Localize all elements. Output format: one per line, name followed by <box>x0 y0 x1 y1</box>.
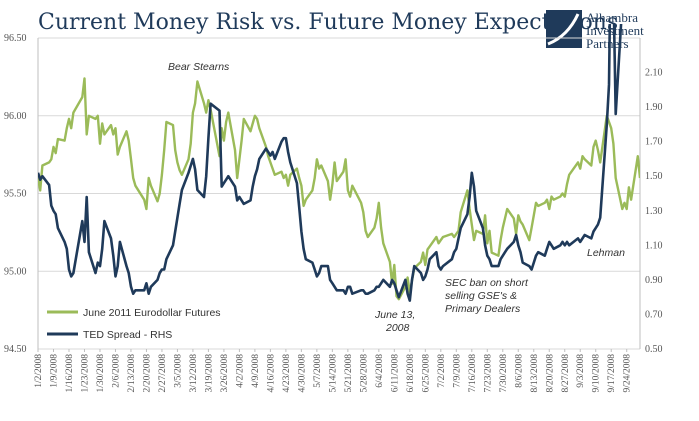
y-left-tick-label: 96.00 <box>4 111 27 122</box>
legend: June 2011 Eurodollar Futures TED Spread … <box>47 307 221 341</box>
y-right-tick-label: 1.90 <box>645 102 663 113</box>
x-tick-label: 3/12/2008 <box>189 354 199 393</box>
x-tick-label: 1/16/2008 <box>65 354 75 393</box>
y-left-tick-label: 94.50 <box>4 344 27 355</box>
x-tick-label: 9/24/2008 <box>623 354 633 393</box>
chart-title: Current Money Risk vs. Future Money Expe… <box>38 10 618 35</box>
y-right-tick-label: 2.10 <box>645 68 663 79</box>
x-tick-label: 9/3/2008 <box>576 354 586 388</box>
x-tick-label: 8/27/2008 <box>561 354 571 393</box>
x-tick-label: 5/28/2008 <box>359 354 369 393</box>
annotation-sec-ban-line-3: Primary Dealers <box>445 303 521 315</box>
x-tick-label: 8/13/2008 <box>530 354 540 393</box>
annotation-june-13-line-1: June 13, <box>374 309 415 321</box>
x-tick-label: 1/30/2008 <box>96 354 106 393</box>
x-tick-label: 6/4/2008 <box>375 354 385 388</box>
x-tick-label: 4/30/2008 <box>297 354 307 393</box>
x-axis-ticks: 1/2/2008 1/9/2008 1/16/2008 1/23/2008 1/30/2… <box>34 349 633 393</box>
x-tick-label: 5/14/2008 <box>328 354 338 393</box>
y-left-tick-label: 95.00 <box>4 266 27 277</box>
annotation-sec-ban-line-2: selling GSE's & <box>445 290 517 302</box>
x-tick-label: 8/20/2008 <box>545 354 555 393</box>
annotation-june-13-line-2: 2008 <box>385 322 410 334</box>
y-right-tick-label: 1.30 <box>645 206 663 217</box>
x-tick-label: 2/20/2008 <box>142 354 152 393</box>
y-right-tick-label: 0.90 <box>645 275 663 286</box>
x-tick-label: 2/27/2008 <box>158 354 168 393</box>
logo-swoosh-icon <box>547 13 580 46</box>
x-tick-label: 3/5/2008 <box>173 354 183 388</box>
annotation-lehman: Lehman <box>587 247 625 259</box>
x-tick-label: 7/30/2008 <box>499 354 509 393</box>
x-tick-label: 4/16/2008 <box>266 354 276 393</box>
logo-line-3: Partners <box>586 36 629 51</box>
y-right-tick-label: 1.10 <box>645 240 663 251</box>
gridlines <box>38 37 640 350</box>
y-right-tick-label: 1.50 <box>645 171 663 182</box>
series-layer <box>38 24 640 302</box>
legend-label-ted-spread: TED Spread - RHS <box>83 329 172 341</box>
right-axis-ticks: 0.50 0.70 0.90 1.10 1.30 1.50 1.70 1.90 2.10 <box>645 68 663 355</box>
x-tick-label: 3/19/2008 <box>204 354 214 393</box>
y-left-tick-label: 95.50 <box>4 189 27 200</box>
x-tick-label: 7/9/2008 <box>452 354 462 388</box>
x-tick-label: 4/2/2008 <box>235 354 245 388</box>
x-tick-label: 6/11/2008 <box>390 354 400 392</box>
x-tick-label: 6/18/2008 <box>406 354 416 393</box>
company-logo: Alhambra Investment Partners <box>546 10 644 51</box>
x-tick-label: 9/17/2008 <box>607 354 617 393</box>
y-right-tick-label: 0.50 <box>645 344 663 355</box>
left-axis-ticks: 94.50 95.00 95.50 96.00 96.50 <box>4 33 27 355</box>
x-tick-label: 3/26/2008 <box>220 354 230 393</box>
x-tick-label: 7/2/2008 <box>437 354 447 388</box>
x-tick-label: 4/23/2008 <box>282 354 292 393</box>
x-tick-label: 8/6/2008 <box>514 354 524 388</box>
y-right-tick-label: 1.70 <box>645 137 663 148</box>
x-tick-label: 5/7/2008 <box>313 354 323 388</box>
x-tick-label: 1/2/2008 <box>34 354 44 388</box>
x-tick-label: 5/21/2008 <box>344 354 354 393</box>
x-tick-label: 2/6/2008 <box>111 354 121 388</box>
x-tick-label: 1/9/2008 <box>49 354 59 388</box>
logo-line-1: Alhambra <box>586 10 638 25</box>
series-line-ted-spread <box>38 24 623 302</box>
series-line-eurodollar-futures <box>38 77 640 301</box>
x-tick-label: 7/23/2008 <box>483 354 493 393</box>
x-tick-label: 4/9/2008 <box>251 354 261 388</box>
x-tick-label: 7/16/2008 <box>468 354 478 393</box>
annotation-bear-stearns: Bear Stearns <box>168 61 230 73</box>
x-tick-label: 1/23/2008 <box>80 354 90 393</box>
x-tick-label: 9/10/2008 <box>592 354 602 393</box>
annotation-sec-ban-line-1: SEC ban on short <box>445 277 529 289</box>
legend-label-eurodollar: June 2011 Eurodollar Futures <box>83 307 221 319</box>
x-tick-label: 2/13/2008 <box>127 354 137 393</box>
x-tick-label: 6/25/2008 <box>421 354 431 393</box>
y-left-tick-label: 96.50 <box>4 33 27 44</box>
y-right-tick-label: 0.70 <box>645 309 663 320</box>
